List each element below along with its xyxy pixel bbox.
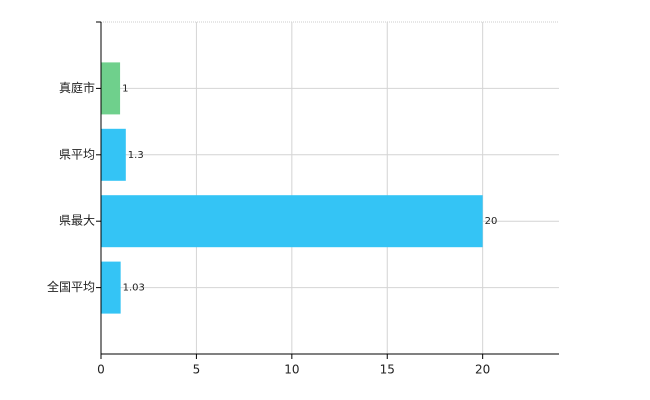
y-tick-label: 全国平均: [47, 279, 95, 294]
value-label: 1.3: [128, 150, 144, 161]
value-label: 1: [122, 83, 128, 94]
bar: [101, 62, 121, 115]
bar: [101, 261, 121, 314]
y-tick-label: 真庭市: [59, 80, 95, 95]
y-tick-label: 県平均: [59, 147, 95, 161]
x-tick-label: 0: [97, 363, 105, 377]
x-tick-label: 15: [380, 363, 395, 377]
x-tick-label: 5: [193, 363, 201, 377]
value-label: 20: [485, 216, 498, 227]
x-tick-label: 10: [284, 363, 299, 377]
bar: [101, 195, 483, 248]
y-tick-label: 県最大: [59, 214, 95, 228]
bar: [101, 128, 126, 181]
value-label: 1.03: [123, 283, 145, 294]
x-tick-label: 20: [475, 363, 490, 377]
